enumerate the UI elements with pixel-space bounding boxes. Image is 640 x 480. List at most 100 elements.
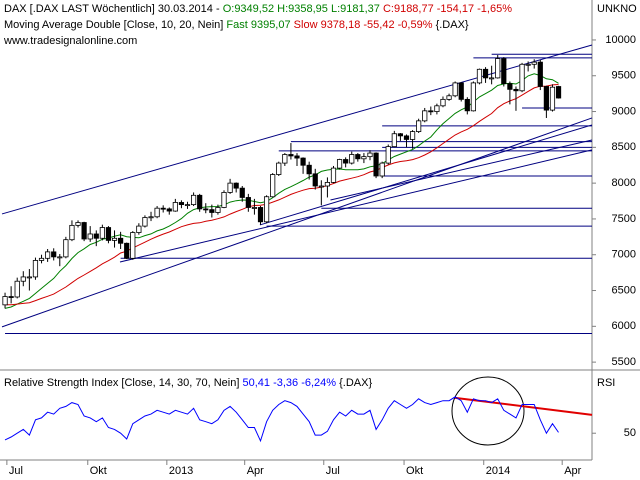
candle-body [349,154,355,164]
candle-body [63,239,69,258]
candle-body [416,120,422,132]
candle-body [99,227,105,239]
candle-body [124,242,130,259]
trend-line [330,139,593,201]
candle-body [257,207,264,223]
x-tick-label: Jul [326,465,340,477]
rsi-header: Relative Strength Index [Close, 14, 30, … [4,377,372,389]
trend-line [259,124,593,226]
candle-body [227,182,233,193]
candle-body [276,162,282,175]
candle-body [203,208,209,211]
candle-body [136,225,142,233]
candle-body [8,296,14,298]
moving-average [5,84,559,306]
candle-body [190,194,197,206]
ma-fast: Fast 9395,07 [226,19,290,31]
header-ohl: O:9349,52 H:9358,95 L:9181,37 [223,3,380,15]
y-tick-label: 6000 [612,320,636,332]
candle-body [209,209,215,213]
candle-body [549,86,556,111]
x-tick-label: Apr [564,465,581,477]
candle-body [14,280,20,298]
y-tick-label: 9500 [612,70,636,82]
candle-body [519,63,525,92]
candle-body [495,58,501,79]
candle-body [440,98,446,107]
candle-body [2,296,8,306]
candle-body [507,83,513,90]
trend-line [119,149,593,263]
y-tick-label: 8000 [612,177,636,189]
candle-body [434,105,440,112]
circle-annotation [451,376,525,446]
ma-symbol: {.DAX} [436,19,469,31]
candle-body [118,237,124,244]
candle-body [446,95,452,100]
candle-body [513,88,519,92]
candle-body [51,251,57,258]
x-tick-label: 2014 [486,465,510,477]
candle-body [263,196,270,223]
y-tick-label: 5500 [612,356,636,368]
candle-body [391,133,397,148]
ma-slow: Slow 9378,18 -55,42 -0,59% [294,19,433,31]
candle-body [288,154,294,157]
candle-body [312,173,318,187]
candle-body [343,159,349,164]
rsi-title: Relative Strength Index [Close, 14, 30, … [4,377,239,389]
candle-body [306,164,312,175]
candle-body [428,110,434,113]
ma-header: Moving Average Double [Close, 10, 20, Ne… [4,19,469,31]
candle-body [367,152,373,158]
rsi-symbol: {.DAX} [339,377,372,389]
header-title: DAX [.DAX LAST Wöchentlich] 30.03.2014 - [4,3,220,15]
candle-body [32,260,39,278]
candle-body [270,174,276,198]
candle-body [452,82,458,97]
candle-body [422,110,428,122]
candle-body [476,68,483,84]
rsi-line [4,396,559,443]
header-close: C:9188,77 -154,17 -1,65% [383,3,512,15]
candle-body [379,162,385,177]
candle-body [336,159,343,169]
candle-body [111,237,118,241]
candle-body [403,135,410,140]
candle-body [482,68,489,79]
candle-body [148,216,154,219]
trend-line [1,44,593,215]
candle-body [221,192,227,208]
candle-body [160,207,166,210]
y-tick-label: 9000 [612,105,636,117]
candle-body [282,154,288,164]
y-tick-label: 7500 [612,213,636,225]
trend-line [1,117,593,328]
candle-body [20,276,26,282]
candle-body [318,185,324,188]
x-tick-label: Okt [406,465,423,477]
candle-body [57,256,63,259]
candle-body [69,224,75,241]
candle-body [215,207,221,213]
candle-body [239,187,245,198]
candle-body [233,182,239,189]
candle-body [355,154,361,160]
rsi-value: 50,41 -3,36 -6,24% [242,377,336,389]
candle-body [75,222,81,226]
candle-body [294,155,300,159]
y-tick-label: 8500 [612,141,636,153]
candle-body [300,157,306,166]
candle-body [172,202,178,212]
candle-body [385,146,391,164]
candle-body [330,167,337,183]
candle-body [525,63,531,66]
x-tick-label: Jul [9,465,23,477]
candle-body [397,133,404,137]
source: www.tradesignalonline.com [3,35,137,47]
candle-body [537,61,543,87]
ma-title: Moving Average Double [Close, 10, 20, Ne… [4,19,223,31]
candle-body [184,204,191,207]
candle-body [87,233,93,240]
